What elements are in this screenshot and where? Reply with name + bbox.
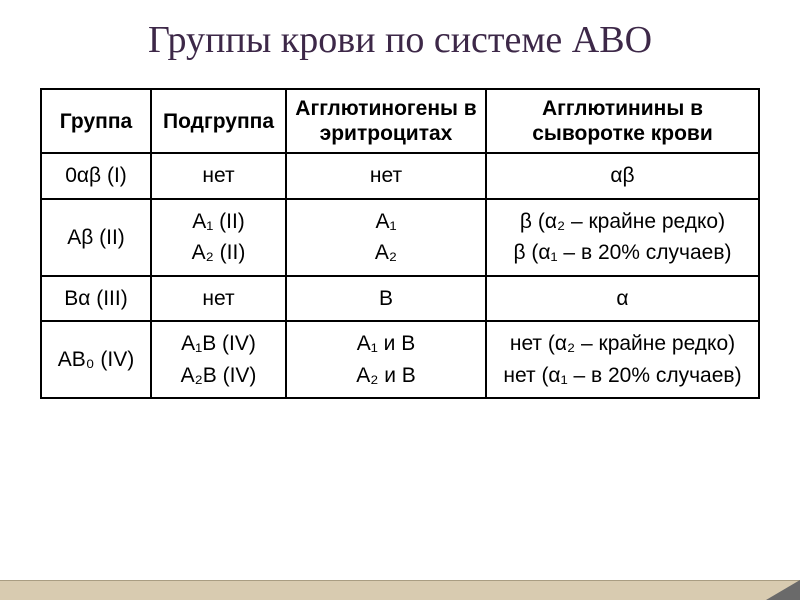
page-corner-icon (766, 580, 800, 600)
slide-footer-bar (0, 580, 800, 600)
col-header-subgroup: Подгруппа (151, 89, 286, 153)
cell-agglutinins: α (486, 276, 759, 322)
cell-group: AB₀ (IV) (41, 321, 151, 398)
cell-agglutinins: нет (α₂ – крайне редко) нет (α₁ – в 20% … (486, 321, 759, 398)
table-row: Bα (III) нет B α (41, 276, 759, 322)
table-row: Aβ (II) A₁ (II) A₂ (II) A₁ A₂ β (α₂ – кр… (41, 199, 759, 276)
cell-agglutinogens: B (286, 276, 486, 322)
cell-subgroup: A₁B (IV) A₂B (IV) (151, 321, 286, 398)
cell-group: Bα (III) (41, 276, 151, 322)
cell-agglutinins: αβ (486, 153, 759, 199)
cell-subgroup: A₁ (II) A₂ (II) (151, 199, 286, 276)
table-row: 0αβ (I) нет нет αβ (41, 153, 759, 199)
page-title: Группы крови по системе АВО (40, 18, 760, 62)
cell-agglutinogens: нет (286, 153, 486, 199)
table-header-row: Группа Подгруппа Агглютиногены в эритроц… (41, 89, 759, 153)
col-header-group: Группа (41, 89, 151, 153)
cell-agglutinogens: A₁ и B A₂ и B (286, 321, 486, 398)
cell-agglutinins: β (α₂ – крайне редко) β (α₁ – в 20% случ… (486, 199, 759, 276)
cell-subgroup: нет (151, 276, 286, 322)
col-header-agglutinogens: Агглютиногены в эритроцитах (286, 89, 486, 153)
cell-subgroup: нет (151, 153, 286, 199)
cell-group: Aβ (II) (41, 199, 151, 276)
cell-agglutinogens: A₁ A₂ (286, 199, 486, 276)
blood-groups-table: Группа Подгруппа Агглютиногены в эритроц… (40, 88, 760, 399)
cell-group: 0αβ (I) (41, 153, 151, 199)
col-header-agglutinins: Агглютинины в сыворотке крови (486, 89, 759, 153)
table-row: AB₀ (IV) A₁B (IV) A₂B (IV) A₁ и B A₂ и B… (41, 321, 759, 398)
